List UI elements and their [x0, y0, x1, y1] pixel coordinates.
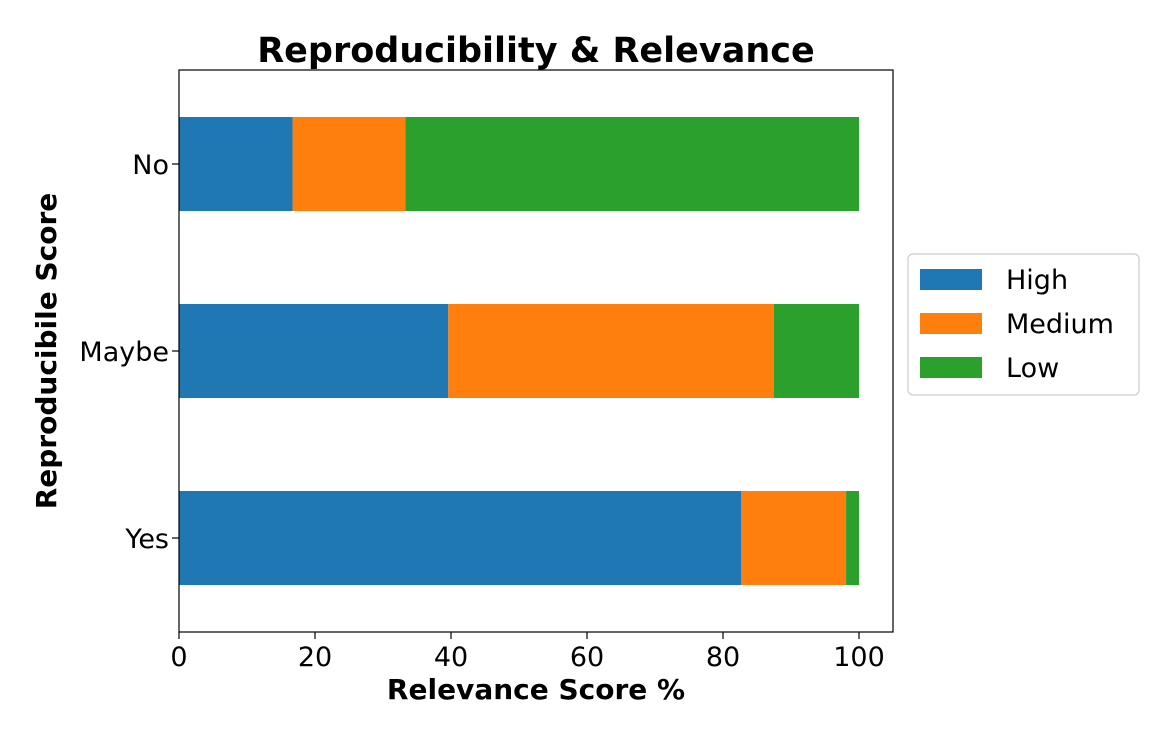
y-tick-label-yes: Yes [124, 524, 169, 555]
legend-swatch-low [920, 357, 982, 378]
bar-no-medium [292, 117, 406, 211]
x-tick-label: 0 [170, 642, 187, 673]
bars-layer [179, 117, 859, 585]
legend: High Medium Low [907, 253, 1140, 396]
x-tick-label: 60 [570, 642, 604, 673]
legend-label-medium: Medium [1006, 309, 1114, 340]
y-axis-ticks: Yes Maybe No [79, 150, 179, 555]
legend-swatch-medium [920, 313, 982, 334]
bar-maybe-medium [448, 304, 774, 398]
x-tick-label: 20 [298, 642, 332, 673]
y-axis-label: Reproducibile Score [30, 193, 63, 510]
bar-yes-high [179, 491, 742, 585]
legend-swatch-high [920, 269, 982, 290]
legend-label-low: Low [1006, 353, 1059, 384]
y-tick-label-no: No [132, 150, 169, 181]
x-tick-label: 100 [833, 642, 885, 673]
x-axis-label: Relevance Score % [387, 673, 685, 706]
x-axis-ticks: 0 20 40 60 80 100 [170, 632, 885, 673]
legend-items: High Medium Low [920, 265, 1114, 384]
bar-no-high [179, 117, 293, 211]
x-tick-label: 80 [706, 642, 740, 673]
chart-title: Reproducibility & Relevance [257, 31, 815, 71]
y-tick-label-maybe: Maybe [79, 337, 169, 368]
legend-label-high: High [1006, 265, 1068, 296]
bar-maybe-low [774, 304, 859, 398]
x-tick-label: 40 [434, 642, 468, 673]
bar-yes-low [846, 491, 859, 585]
bar-yes-medium [741, 491, 847, 585]
bar-no-low [405, 117, 859, 211]
bar-maybe-high [179, 304, 449, 398]
